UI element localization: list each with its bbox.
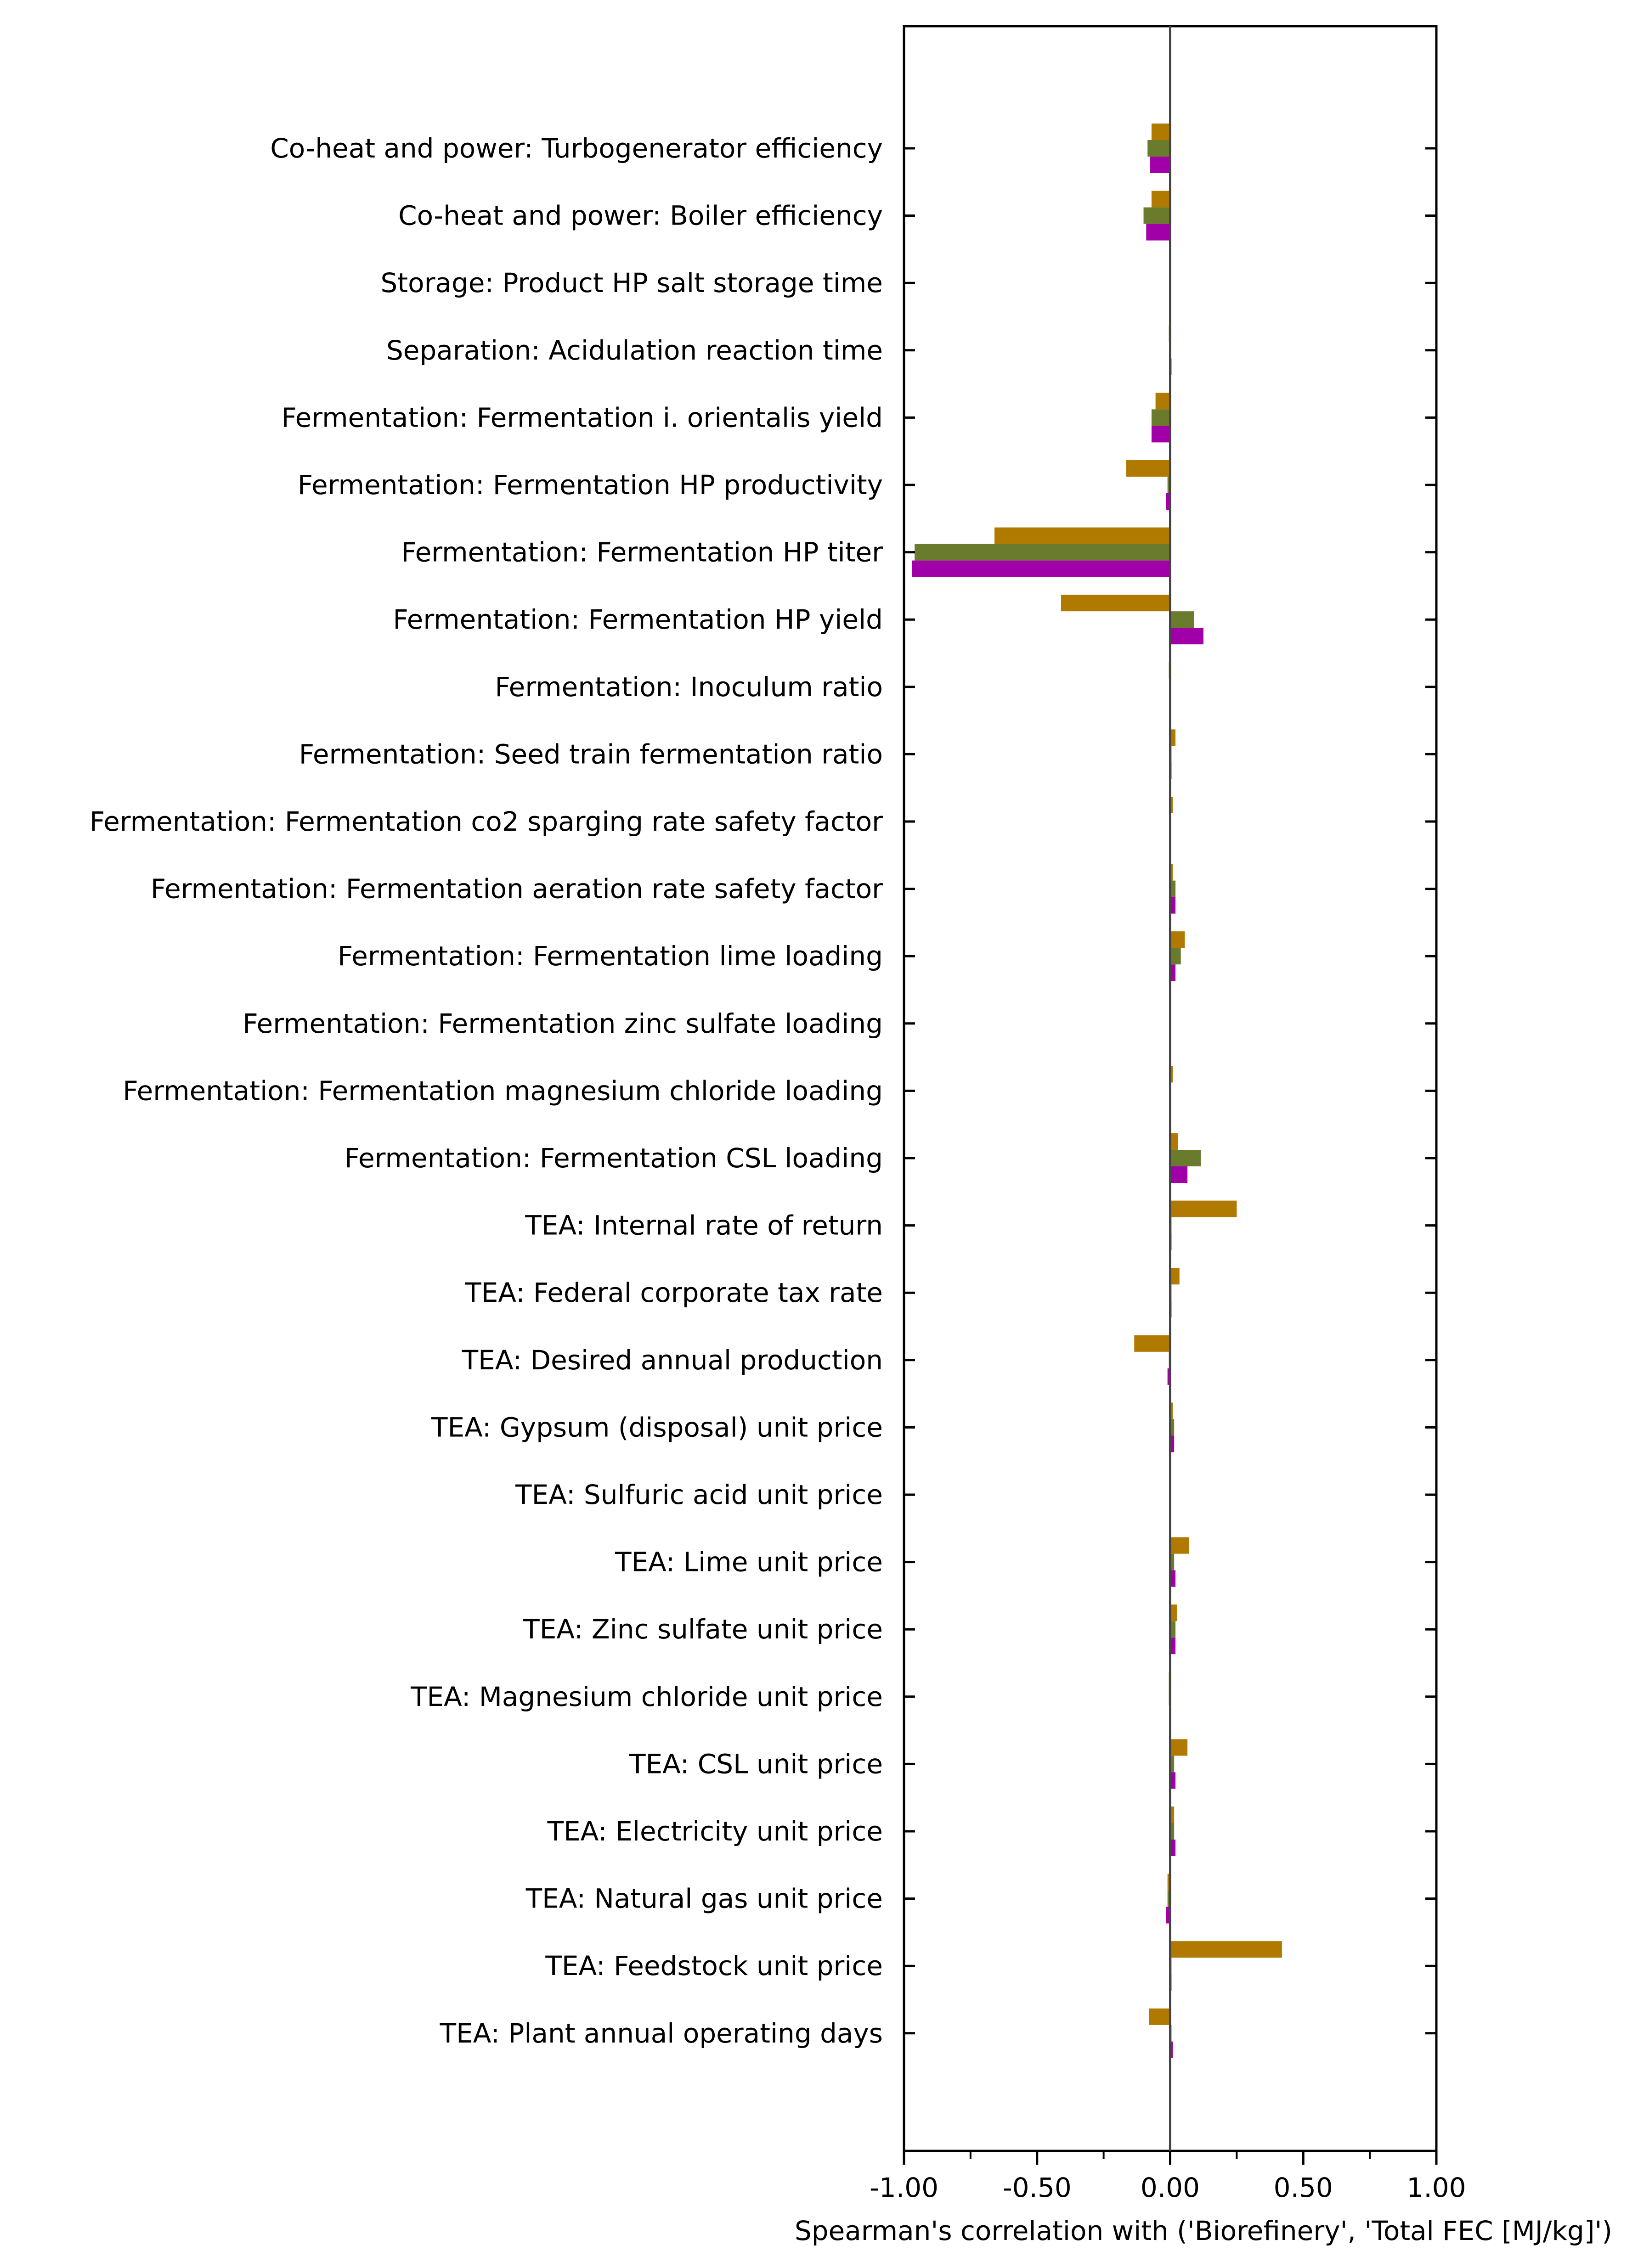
bar [1146,224,1170,241]
bar [1170,1150,1201,1166]
bar [1170,880,1176,897]
y-tick-label: TEA: Sulfuric acid unit price [515,1479,883,1510]
bar [915,544,1170,561]
bar [1147,140,1170,157]
bar [1167,1368,1170,1385]
y-tick-label: TEA: Electricity unit price [547,1816,883,1847]
y-tick-label: TEA: Internal rate of return [525,1210,883,1241]
bar [1170,1537,1189,1554]
bar [1166,1907,1170,1924]
bar [1170,1200,1237,1217]
bar [1170,729,1176,746]
bar [1170,1435,1175,1452]
bars-group [912,124,1282,2058]
bar [1170,1941,1282,1958]
x-axis-ticks: -1.00 -0.50 0.00 0.50 1.00 [870,2151,1466,2203]
y-tick-label: Fermentation: Fermentation HP yield [393,604,883,635]
bar [1170,611,1194,628]
bar [1166,493,1170,510]
y-tick-label: TEA: Gypsum (disposal) unit price [431,1412,883,1443]
bar [1170,1570,1176,1587]
bar [1170,1756,1175,1773]
bar [1170,1268,1180,1285]
bar [1170,797,1173,813]
x-axis-label: Spearman's correlation with ('Biorefiner… [795,2215,1612,2246]
bar [1170,1553,1175,1570]
y-tick-label: TEA: Desired annual production [462,1345,883,1376]
bar [1170,1402,1173,1419]
bar [1170,1772,1176,1789]
bar [1151,409,1170,426]
bar [1167,1874,1170,1891]
bar [1170,948,1181,965]
bar [1170,2041,1173,2058]
y-tick-label: Storage: Product HP salt storage time [381,267,883,298]
y-axis-ticks: Co-heat and power: Turbogenerator effici… [90,133,1436,2049]
y-tick-label: TEA: Feedstock unit price [545,1950,883,1981]
bar [1170,1419,1175,1436]
bar [1151,124,1170,140]
bar [1151,191,1170,208]
bar [1170,864,1173,881]
y-tick-label: Fermentation: Fermentation HP titer [401,537,883,568]
bar [1170,1807,1175,1823]
y-tick-label: Fermentation: Fermentation zinc sulfate … [243,1008,883,1039]
bar [1149,2008,1170,2025]
bar [1170,1621,1176,1638]
x-tick-label: -0.50 [1003,2172,1072,2203]
y-tick-label: TEA: CSL unit price [629,1748,883,1779]
bar [1170,1840,1176,1856]
y-tick-label: Fermentation: Fermentation i. orientalis… [281,402,883,433]
bar [1170,1823,1175,1840]
bar [1134,1335,1170,1352]
y-tick-label: Fermentation: Fermentation co2 sparging … [90,806,883,837]
bar [1170,1739,1188,1756]
y-tick-label: Fermentation: Seed train fermentation ra… [299,738,883,770]
x-tick-label: 0.50 [1274,2172,1333,2203]
y-tick-label: Separation: Acidulation reaction time [386,335,883,366]
y-tick-label: Fermentation: Inoculum ratio [495,671,883,703]
y-tick-label: TEA: Natural gas unit price [525,1883,883,1914]
x-tick-label: 1.00 [1406,2172,1466,2203]
y-tick-label: TEA: Zinc sulfate unit price [523,1614,883,1645]
bar [1170,931,1185,948]
axes-frame [903,25,1438,2152]
y-tick-label: Fermentation: Fermentation lime loading [338,940,883,972]
bar [1170,964,1176,981]
y-tick-label: TEA: Plant annual operating days [440,2018,883,2049]
bar [1170,1638,1176,1655]
y-tick-label: Co-heat and power: Boiler efficiency [398,200,883,231]
bar [1061,595,1170,612]
y-tick-label: Fermentation: Fermentation magnesium chl… [123,1075,883,1106]
y-tick-label: Co-heat and power: Turbogenerator effici… [270,133,883,164]
y-tick-label: Fermentation: Fermentation aeration rate… [151,873,883,905]
bar [1170,1166,1188,1183]
x-tick-label: 0.00 [1141,2172,1200,2203]
bar [1170,897,1176,914]
y-tick-label: TEA: Federal corporate tax rate [464,1277,883,1308]
y-tick-label: Fermentation: Fermentation HP productivi… [298,469,883,501]
bar [1167,1890,1170,1907]
bar [1143,207,1170,224]
bar [1170,1133,1178,1150]
bar [912,560,1170,577]
y-tick-label: TEA: Magnesium chloride unit price [410,1681,883,1712]
y-tick-label: Fermentation: Fermentation CSL loading [345,1142,883,1174]
bar [1151,426,1170,443]
bar [1170,628,1203,645]
x-tick-label: -1.00 [870,2172,938,2203]
bar [994,527,1170,544]
bar [1126,460,1170,477]
bar [1167,477,1170,493]
bar [1155,393,1170,410]
bar [1170,1066,1173,1083]
bar [1170,1604,1177,1621]
y-tick-label: TEA: Lime unit price [615,1547,883,1578]
bar [1150,157,1170,173]
